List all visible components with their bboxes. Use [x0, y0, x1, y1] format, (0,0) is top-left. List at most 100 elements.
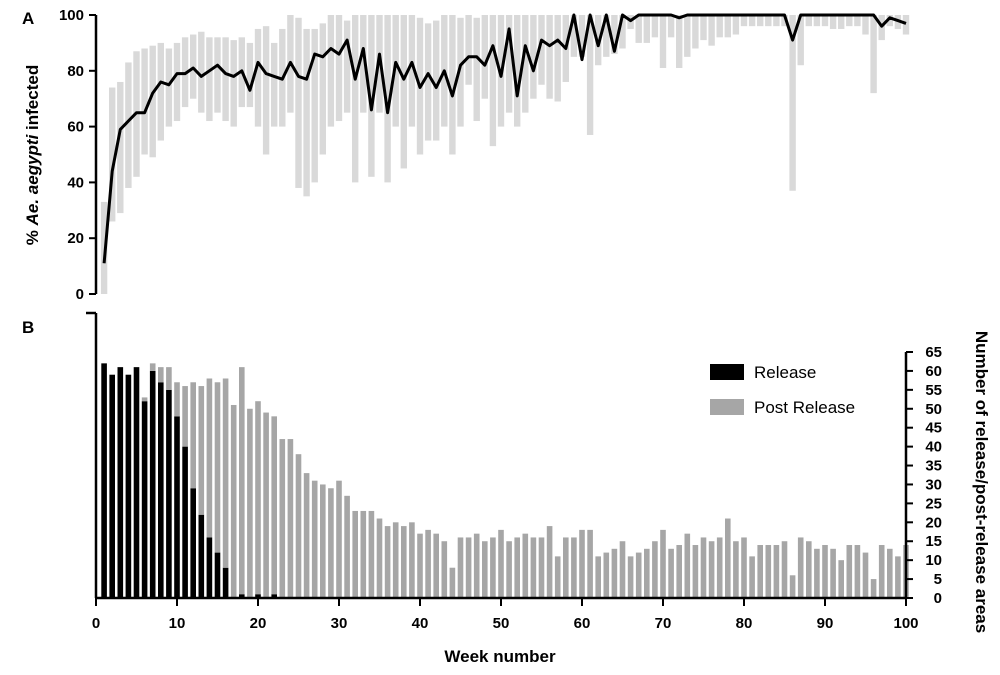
- bar-post-release: [708, 541, 715, 598]
- bar-post-release: [279, 439, 286, 598]
- confidence-band: [173, 42, 181, 122]
- bar-post-release: [174, 382, 180, 417]
- confidence-band: [303, 28, 310, 197]
- panel-b-y-tick-label: 10: [925, 552, 942, 569]
- confidence-band: [198, 31, 205, 113]
- bar-post-release: [498, 529, 504, 598]
- confidence-band: [538, 15, 545, 85]
- x-tick-label: 30: [331, 615, 348, 632]
- bar-post-release: [660, 529, 666, 598]
- confidence-band: [514, 15, 521, 127]
- legend-swatch-release: [710, 364, 744, 380]
- confidence-band: [473, 17, 480, 122]
- confidence-band: [603, 15, 610, 57]
- confidence-band: [692, 15, 699, 49]
- confidence-band: [271, 42, 278, 127]
- bar-release: [182, 446, 188, 598]
- confidence-band: [319, 23, 326, 155]
- confidence-band: [716, 15, 723, 38]
- bar-post-release: [320, 484, 326, 598]
- bar-post-release: [862, 552, 869, 598]
- confidence-band: [465, 15, 472, 85]
- confidence-bands: [100, 15, 910, 294]
- confidence-band: [659, 15, 667, 69]
- panel-b-areas-chart: 0 10 20 30 40 50 60 70 80 90 100 05101520253035404…: [86, 311, 991, 666]
- bar-post-release: [725, 518, 731, 598]
- confidence-band: [586, 15, 594, 135]
- bar-post-release: [692, 545, 699, 598]
- x-tick-label: 0: [92, 615, 100, 632]
- bar-post-release: [457, 537, 464, 598]
- bar-post-release: [303, 473, 310, 598]
- bar-post-release: [611, 548, 618, 598]
- bar-post-release: [854, 545, 861, 598]
- panel-b-y-tick-label: 45: [925, 420, 942, 437]
- bar-release: [166, 389, 172, 598]
- panel-b-y-tick-label: 55: [925, 382, 942, 399]
- confidence-band: [295, 17, 302, 188]
- panel-a-y-tick-label: 40: [67, 174, 84, 191]
- panel-a-infection-chart: 0 20 40 60 80 100 % Ae. aegypti infected: [23, 7, 910, 303]
- bar-release: [125, 374, 132, 598]
- bar-post-release: [676, 545, 682, 598]
- bar-post-release: [700, 537, 707, 598]
- confidence-band: [505, 15, 513, 113]
- bar-post-release: [149, 363, 156, 371]
- confidence-band: [667, 15, 675, 38]
- panel-a-y-label-suffix: infected: [23, 65, 42, 135]
- confidence-band: [157, 42, 164, 141]
- bar-post-release: [214, 382, 221, 553]
- bar-post-release: [838, 560, 844, 598]
- confidence-band: [854, 15, 861, 27]
- confidence-band: [829, 15, 837, 29]
- panel-b-y-tick-label: 65: [925, 344, 942, 361]
- confidence-band: [352, 15, 359, 183]
- confidence-band: [886, 15, 893, 27]
- confidence-band: [327, 15, 335, 127]
- bar-post-release: [433, 533, 439, 598]
- bar-post-release: [417, 533, 423, 598]
- confidence-band: [408, 15, 416, 127]
- confidence-band: [530, 15, 537, 99]
- bar-post-release: [287, 439, 294, 598]
- confidence-band: [748, 15, 756, 27]
- confidence-band: [611, 15, 618, 55]
- confidence-band: [149, 45, 156, 158]
- confidence-band: [481, 15, 488, 99]
- bar-release: [149, 370, 156, 598]
- panel-b-y-tick-label: 15: [925, 533, 942, 550]
- x-tick-label: 60: [574, 615, 591, 632]
- bar-post-release: [563, 537, 569, 598]
- panel-b-letter: B: [22, 318, 34, 337]
- bar-release: [214, 552, 221, 598]
- confidence-band: [902, 15, 910, 35]
- legend: Release Post Release: [710, 363, 855, 417]
- confidence-band: [457, 17, 464, 127]
- bar-post-release: [392, 522, 399, 598]
- bar-release: [101, 363, 107, 598]
- bar-post-release: [627, 556, 634, 598]
- x-ticks: 0 10 20 30 40 50 60 70 80 90 100: [92, 598, 919, 632]
- confidence-band: [368, 15, 375, 177]
- legend-label-post-release: Post Release: [754, 398, 855, 417]
- bar-post-release: [878, 545, 885, 598]
- bar-post-release: [887, 548, 893, 598]
- bar-release: [117, 367, 124, 598]
- bar-post-release: [538, 537, 545, 598]
- bar-post-release: [652, 541, 658, 598]
- panel-b-y-tick-label: 50: [925, 401, 942, 418]
- panel-a-y-tick-label: 20: [67, 230, 84, 247]
- panel-a-y-ticks: 0 20 40 60 80 100: [59, 7, 96, 303]
- bar-post-release: [789, 575, 796, 598]
- bar-post-release: [506, 541, 512, 598]
- bar-post-release: [166, 367, 172, 390]
- confidence-band: [311, 28, 318, 183]
- bar-post-release: [198, 386, 205, 515]
- bar-release: [206, 537, 213, 598]
- confidence-band: [643, 15, 650, 43]
- bar-post-release: [603, 552, 610, 598]
- confidence-band: [165, 48, 173, 127]
- bar-post-release: [733, 541, 739, 598]
- confidence-band: [246, 42, 254, 108]
- confidence-band: [821, 15, 829, 27]
